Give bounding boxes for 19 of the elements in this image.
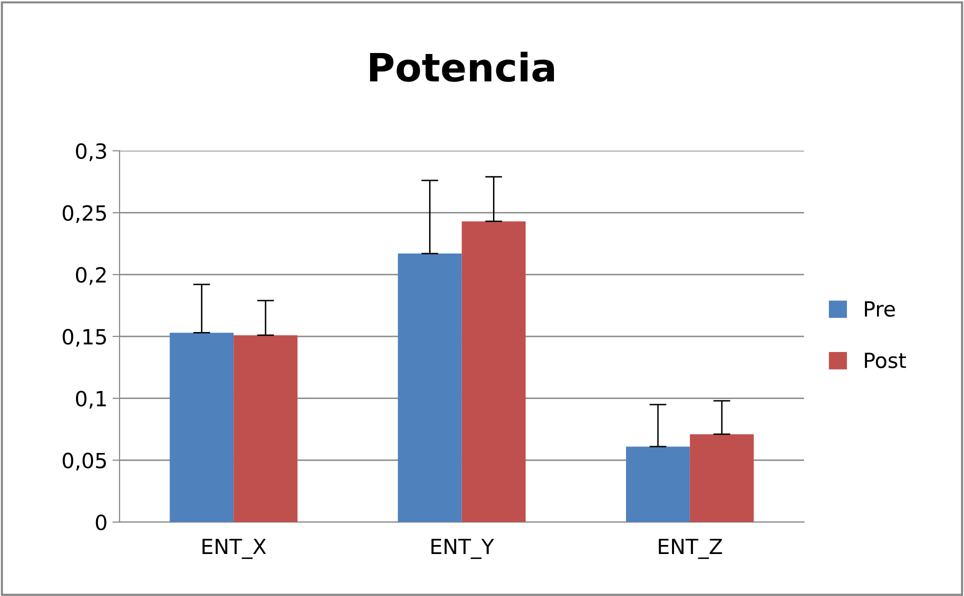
bar bbox=[462, 221, 526, 522]
x-tick-label: ENT_X bbox=[202, 538, 266, 559]
chart-title: Potencia bbox=[370, 52, 554, 82]
legend-label: Pre bbox=[864, 301, 895, 317]
y-tick-label: 0 bbox=[96, 514, 106, 530]
legend-label: Post bbox=[864, 352, 906, 368]
bar bbox=[690, 434, 754, 522]
bar bbox=[626, 446, 690, 522]
y-tick-label: 0,15 bbox=[62, 328, 106, 347]
x-tick-label: ENT_Y bbox=[431, 538, 494, 559]
bar bbox=[234, 335, 298, 522]
bar bbox=[170, 332, 234, 522]
y-tick-label: 0,2 bbox=[76, 267, 106, 285]
bar bbox=[398, 254, 462, 522]
y-tick-label: 0,25 bbox=[62, 205, 106, 224]
y-tick-label: 0,3 bbox=[76, 143, 106, 162]
x-tick-label: ENT_Z bbox=[658, 538, 722, 559]
y-tick-label: 0,05 bbox=[62, 452, 106, 471]
y-tick-label: 0,1 bbox=[76, 390, 106, 409]
